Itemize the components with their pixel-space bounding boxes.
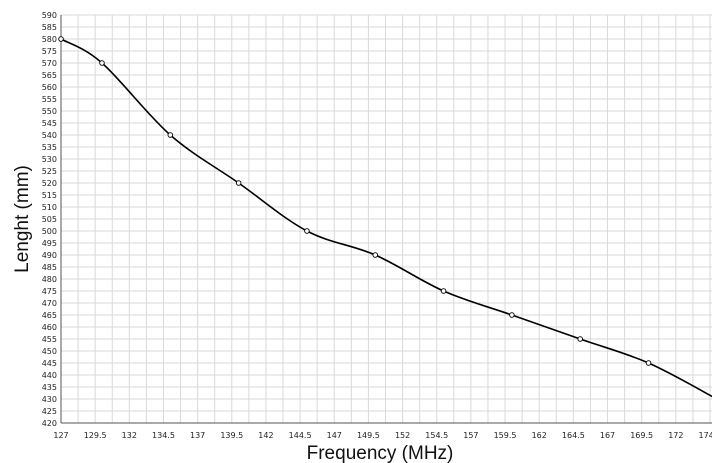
grid <box>60 14 712 424</box>
x-tick-label: 152 <box>395 431 410 440</box>
y-tick-label: 565 <box>42 71 57 80</box>
x-tick-label: 159.5 <box>494 431 517 440</box>
x-tick-label: 157 <box>463 431 478 440</box>
data-point <box>58 36 64 42</box>
x-tick-label: 169.5 <box>630 431 653 440</box>
y-tick-label: 555 <box>42 95 57 104</box>
y-tick-label: 545 <box>42 119 57 128</box>
y-tick-label: 470 <box>42 299 57 308</box>
y-tick-label: 510 <box>42 203 57 212</box>
y-tick-label: 435 <box>42 383 57 392</box>
y-tick-label: 560 <box>42 83 57 92</box>
y-tick-label: 530 <box>42 155 57 164</box>
x-tick-label: 127 <box>53 431 68 440</box>
data-point <box>235 180 242 186</box>
x-tick-label: 172 <box>668 431 683 440</box>
y-tick-label: 515 <box>42 191 57 200</box>
x-axis-title: Frequency (MHz) <box>307 443 454 463</box>
x-tick-label: 162 <box>532 431 547 440</box>
data-point <box>167 132 174 138</box>
y-tick-label: 540 <box>42 131 57 140</box>
y-tick-label: 500 <box>42 227 57 236</box>
y-tick-label: 465 <box>42 311 57 320</box>
data-point <box>372 252 379 258</box>
data-point <box>509 312 515 318</box>
x-tick-labels: 127 129.5 132 134.5 137 139.5 142 144.5 147 149.5… <box>53 431 712 440</box>
x-tick-label: 129.5 <box>84 431 107 440</box>
y-tick-label: 420 <box>42 419 57 428</box>
data-point <box>440 288 447 294</box>
data-point <box>577 336 583 342</box>
y-tick-label: 550 <box>42 107 57 116</box>
y-tick-label: 585 <box>42 23 57 32</box>
y-tick-label: 580 <box>42 35 57 44</box>
data-point <box>99 60 105 66</box>
y-tick-label: 505 <box>42 215 57 224</box>
x-tick-label: 167 <box>600 431 615 440</box>
y-tick-label: 455 <box>42 335 57 344</box>
y-tick-labels: 420 425 430 435 440 445 450 455 460 465 470 475 480 4… <box>42 11 57 428</box>
y-tick-label: 495 <box>42 239 57 248</box>
data-point <box>304 228 310 234</box>
y-tick-label: 445 <box>42 359 57 368</box>
y-tick-label: 480 <box>42 275 57 284</box>
y-axis-title: Lenght (mm) <box>12 165 33 273</box>
y-tick-label: 525 <box>42 167 57 176</box>
x-tick-label: 139.5 <box>220 431 243 440</box>
data-point <box>645 360 652 366</box>
x-tick-label: 164.5 <box>562 431 585 440</box>
x-tick-label: 147 <box>327 431 342 440</box>
y-tick-label: 440 <box>42 371 57 380</box>
y-tick-label: 425 <box>42 407 57 416</box>
x-tick-label: 142 <box>258 431 273 440</box>
y-tick-label: 520 <box>42 179 57 188</box>
x-tick-label: 174.5 <box>699 431 712 440</box>
data-markers <box>58 36 652 366</box>
y-tick-label: 460 <box>42 323 57 332</box>
y-tick-label: 590 <box>42 11 57 20</box>
x-tick-label: 137 <box>190 431 205 440</box>
y-tick-label: 485 <box>42 263 57 272</box>
y-tick-label: 535 <box>42 143 57 152</box>
y-tick-label: 490 <box>42 251 57 260</box>
y-tick-label: 475 <box>42 287 57 296</box>
x-tick-label: 144.5 <box>289 431 312 440</box>
y-tick-label: 450 <box>42 347 57 356</box>
y-tick-label: 570 <box>42 59 57 68</box>
y-tick-label: 430 <box>42 395 57 404</box>
x-tick-label: 149.5 <box>357 431 380 440</box>
x-tick-label: 132 <box>122 431 137 440</box>
y-tick-label: 575 <box>42 47 57 56</box>
x-tick-label: 154.5 <box>425 431 448 440</box>
x-tick-label: 134.5 <box>152 431 175 440</box>
